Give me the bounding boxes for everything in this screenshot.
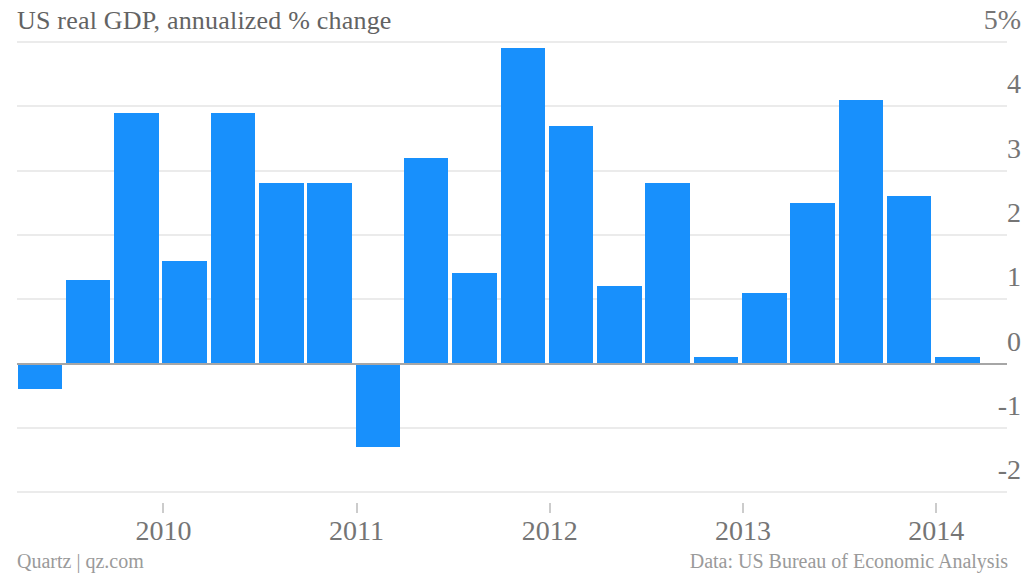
bar-2009-q2: [18, 364, 63, 390]
chart-title: US real GDP, annualized % change: [17, 5, 392, 37]
bar-2010-q4: [307, 183, 352, 363]
gridline-y--2: [17, 491, 1007, 493]
bar-2013-q1: [742, 293, 787, 364]
x-tick-2010: [162, 503, 164, 513]
bar-2013-q2: [790, 203, 835, 364]
gridline-y-5: [17, 41, 1007, 43]
x-tick-2012: [549, 503, 551, 513]
y-axis-label-5: 5%: [911, 4, 1021, 36]
bar-2011-q2: [404, 158, 449, 364]
bar-2012-q3: [645, 183, 690, 363]
bar-2013-q3: [839, 100, 884, 364]
x-axis-label-2011: 2011: [287, 514, 427, 548]
bar-2009-q3: [66, 280, 111, 364]
x-tick-2011: [356, 503, 358, 513]
y-axis-label-4: 4: [911, 68, 1021, 100]
bar-2011-q4: [501, 48, 546, 363]
x-axis-label-2010: 2010: [93, 514, 233, 548]
x-axis-label-2012: 2012: [480, 514, 620, 548]
y-axis-label--1: -1: [911, 390, 1021, 422]
y-axis-label-3: 3: [911, 133, 1021, 165]
y-axis-label--2: -2: [911, 454, 1021, 486]
gdp-bar-chart: US real GDP, annualized % change 5%43210…: [0, 0, 1024, 577]
bar-2012-q2: [597, 286, 642, 363]
bar-2010-q1: [162, 261, 207, 364]
x-tick-2013: [742, 503, 744, 513]
source-attribution-left: Quartz | qz.com: [17, 548, 144, 574]
bar-2010-q3: [259, 183, 304, 363]
x-axis-label-2014: 2014: [866, 514, 1006, 548]
bar-2011-q1: [356, 364, 401, 448]
bar-2013-q4: [887, 196, 932, 363]
bar-2012-q1: [549, 126, 594, 364]
bar-2011-q3: [452, 273, 497, 363]
source-attribution-right: Data: US Bureau of Economic Analysis: [690, 548, 1008, 574]
bar-2009-q4: [114, 113, 159, 364]
gridline-y--1: [17, 427, 1007, 429]
x-tick-2014: [935, 503, 937, 513]
x-axis-label-2013: 2013: [673, 514, 813, 548]
bar-2010-q2: [211, 113, 256, 364]
zero-baseline: [17, 363, 1007, 365]
